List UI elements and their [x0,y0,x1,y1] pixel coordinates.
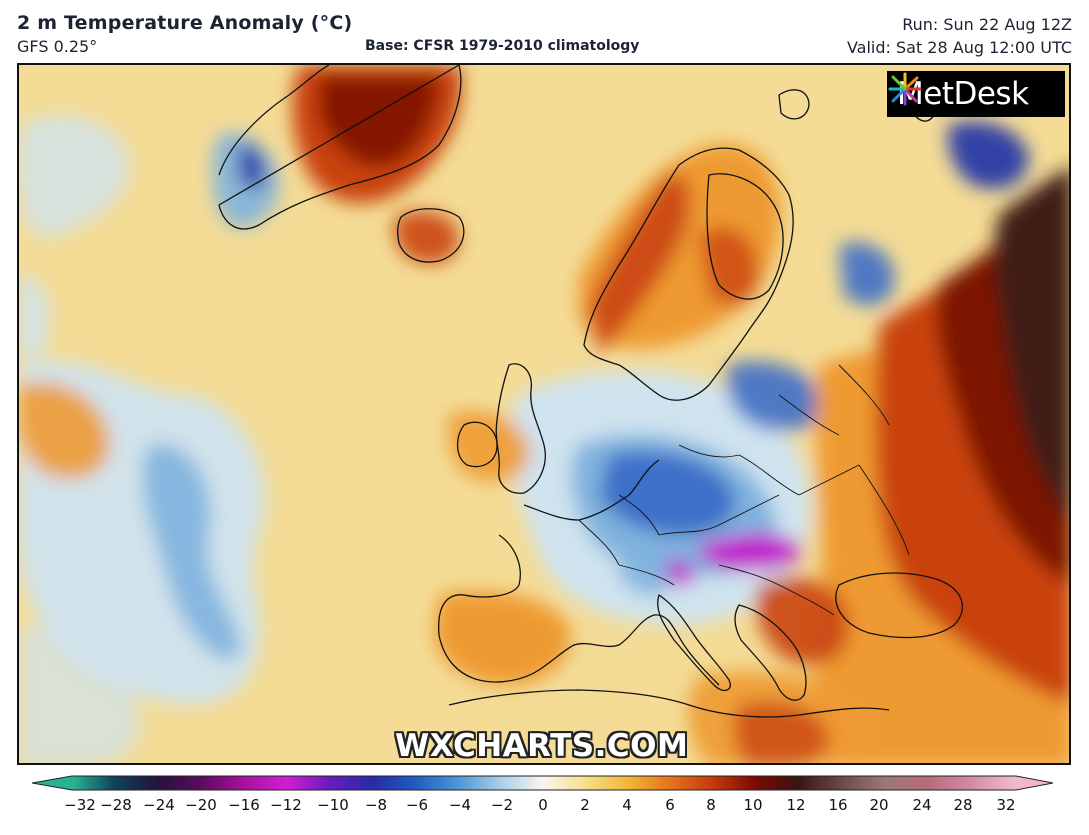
metdesk-wordmark: MetDesk [897,76,1029,112]
colorbar-tick-label: 6 [665,796,675,814]
coastline [438,459,720,686]
anomaly-region [19,275,50,360]
anomaly-region [699,227,759,306]
country-border [578,364,910,616]
metdesk-burst-icon [888,72,922,106]
anomaly-region [239,144,265,190]
colorbar-tick-label: 12 [786,796,806,814]
anomaly-region [726,361,821,432]
coastline [583,147,794,401]
anomaly-region [434,591,571,685]
anomaly-region [699,533,801,570]
anomaly-region [19,115,131,237]
colorbar-tick-labels: −32 −28 −24 −20 −16 −12 −10 −8 −6 −4 −2 0 2 4 6 8 10 12 16… [0,796,1089,818]
colorbar-tick-label: −8 [364,796,388,814]
colorbar-tick-label: −4 [448,796,472,814]
colorbar-tick-label: 24 [912,796,932,814]
colorbar-tick-label: 2 [580,796,590,814]
colorbar [32,775,1054,791]
colorbar-tick-label: −24 [143,796,175,814]
anomaly-region [319,75,439,167]
colorbar-tick-label: −12 [270,796,302,814]
coastline [734,604,807,701]
climatology-base-label: Base: CFSR 1979-2010 climatology [365,38,640,54]
coastline [706,173,784,300]
anomaly-region [755,577,849,665]
colorbar-tick-label: −28 [100,796,132,814]
anomaly-region [599,451,736,535]
colorbar-strip [32,775,1054,791]
colorbar-tick-label: 16 [828,796,848,814]
coastline [397,208,465,263]
model-label: GFS 0.25° [17,37,98,56]
colorbar-tick-label: 8 [706,796,716,814]
colorbar-tick-label: −16 [228,796,260,814]
colorbar-tick-label: −6 [405,796,429,814]
colorbar-tick-label: −2 [490,796,514,814]
colorbar-tick-label: 10 [743,796,763,814]
coastline [657,594,731,692]
anomaly-region [947,121,1029,189]
anomaly-region [393,211,459,264]
valid-time-label: Valid: Sat 28 Aug 12:00 UTC [846,38,1072,57]
colorbar-tick-label: 32 [996,796,1016,814]
coastline [448,689,890,718]
run-label: Run: Sun 22 Aug 12Z [902,15,1072,34]
wxcharts-watermark: WXCHARTS.COM [395,728,689,764]
colorbar-tick-label: −20 [185,796,217,814]
coastline [218,65,462,230]
colorbar-tick-label: 28 [953,796,973,814]
anomaly-region [839,242,895,306]
anomaly-region [19,382,110,479]
colorbar-tick-label: 4 [622,796,632,814]
coastline [835,572,963,639]
anomaly-field [19,65,1069,763]
anomaly-region [994,167,1069,520]
colorbar-tick-label: 20 [869,796,889,814]
chart-title: 2 m Temperature Anomaly (°C) [17,12,353,34]
coastline [456,421,498,468]
anomaly-region [142,443,241,660]
anomaly-region [19,625,140,763]
colorbar-tick-label: −32 [64,796,96,814]
anomaly-region [447,411,530,482]
anomaly-region [589,173,690,355]
coastline [778,89,810,120]
colorbar-tick-label: −10 [317,796,349,814]
anomaly-region [619,542,671,596]
coastline [495,363,546,494]
colorbar-tick-label: 0 [538,796,548,814]
anomaly-map[interactable]: MetDesk WXCHARTS.COM [17,63,1071,765]
metdesk-logo: MetDesk [887,71,1065,117]
